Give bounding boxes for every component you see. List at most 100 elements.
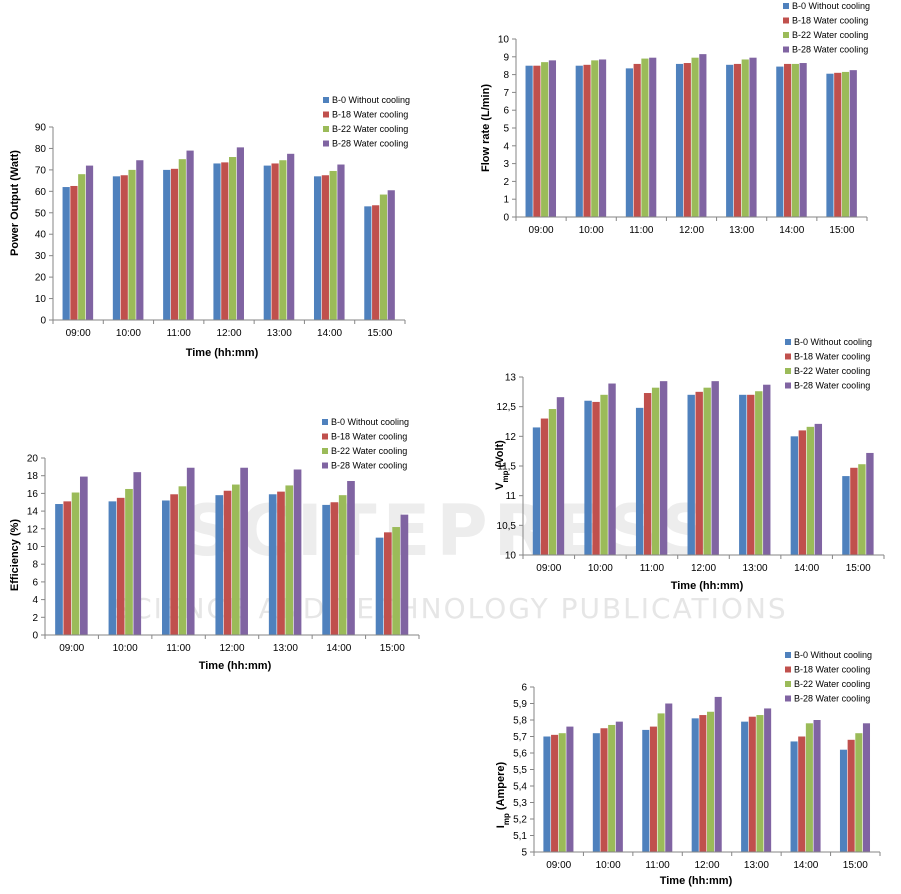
vmp-bar [842, 476, 850, 555]
flow-y-tick-label: 2 [503, 177, 509, 188]
flow-bar [749, 57, 757, 217]
vmp-bar [858, 464, 866, 555]
power-bar [136, 160, 144, 320]
flow-bar [641, 58, 649, 217]
imp-y-tick-label: 5,5 [513, 765, 527, 776]
flow-bar [776, 66, 784, 217]
efficiency-legend-swatch [322, 462, 328, 469]
power-y-tick-label: 80 [35, 144, 47, 155]
imp-y-axis-title: Imp (Ampere) [495, 761, 511, 828]
power-legend-swatch [323, 97, 329, 103]
efficiency-bar [392, 527, 400, 635]
power-bar [112, 176, 121, 320]
flow-y-tick-label: 10 [498, 35, 510, 46]
flow-bar [799, 63, 807, 217]
imp-x-tick-label: 13:00 [744, 860, 769, 871]
flow-x-tick-label: 10:00 [579, 225, 604, 236]
imp-legend-swatch [785, 695, 791, 702]
imp-bar [813, 720, 821, 852]
efficiency-y-tick-label: 14 [27, 507, 39, 518]
flow-bar [583, 64, 591, 217]
power-bar [70, 185, 78, 320]
efficiency-bar [223, 490, 232, 635]
efficiency-bar [116, 497, 125, 635]
flow-legend-swatch [783, 46, 789, 53]
vmp-legend-swatch [785, 353, 791, 360]
imp-bar [649, 726, 657, 852]
efficiency-legend-swatch [322, 448, 328, 454]
vmp-y-tick-label: 10,5 [497, 521, 517, 532]
flow-legend-swatch [783, 17, 789, 24]
power-bar [128, 169, 136, 320]
flow-bar [533, 65, 541, 217]
efficiency-bar [108, 501, 117, 635]
flow-bar [791, 63, 799, 217]
imp-y-tick-label: 6 [521, 683, 527, 694]
vmp-bar [659, 381, 668, 555]
efficiency-x-tick-label: 12:00 [219, 643, 244, 654]
efficiency-bar [186, 467, 195, 635]
efficiency-x-tick-label: 10:00 [113, 643, 138, 654]
flow-legend-label: B-0 Without cooling [792, 1, 870, 11]
vmp-x-tick-label: 14:00 [794, 563, 819, 574]
vmp-bar [643, 393, 652, 555]
imp-bar [764, 708, 772, 852]
vmp-bar [687, 394, 695, 555]
power-bar [85, 165, 94, 320]
imp-y-tick-label: 5 [521, 848, 527, 859]
flow-x-tick-label: 09:00 [529, 225, 554, 236]
efficiency-x-tick-label: 13:00 [273, 643, 298, 654]
efficiency-y-tick-label: 16 [27, 489, 39, 500]
efficiency-x-tick-label: 09:00 [59, 643, 84, 654]
imp-y-axis-symbol: I [495, 825, 507, 828]
power-bar [163, 169, 171, 320]
vmp-bar [747, 394, 755, 555]
efficiency-bar [125, 488, 133, 635]
power-bar [379, 194, 388, 320]
efficiency-bar [293, 469, 302, 635]
imp-bar [600, 728, 608, 852]
flow-bar [849, 70, 857, 218]
imp-bar [847, 739, 855, 852]
flow-legend-label: B-18 Water cooling [792, 16, 868, 26]
flow-bar [675, 63, 684, 217]
efficiency-bar [55, 504, 63, 635]
efficiency-legend-label: B-28 Water cooling [331, 461, 407, 471]
imp-y-tick-label: 5,9 [513, 699, 527, 710]
imp-y-tick-label: 5,4 [513, 782, 527, 793]
efficiency-bar [232, 484, 240, 635]
efficiency-x-tick-label: 15:00 [380, 643, 405, 654]
imp-y-tick-label: 5,2 [513, 815, 527, 826]
flow-y-tick-label: 1 [503, 195, 509, 206]
imp-legend-label: B-28 Water cooling [794, 694, 870, 704]
power-y-tick-label: 30 [35, 251, 47, 262]
efficiency-bar [330, 502, 339, 635]
efficiency-bar [285, 485, 294, 635]
imp-bar [805, 723, 813, 852]
power-bar [263, 165, 271, 320]
efficiency-y-tick-label: 10 [27, 542, 39, 553]
imp-x-tick-label: 09:00 [546, 860, 571, 871]
flow-legend-label: B-22 Water cooling [792, 30, 868, 40]
efficiency-x-tick-label: 11:00 [166, 643, 191, 654]
power-bar [387, 190, 395, 320]
efficiency-bar [400, 514, 409, 635]
flow-x-tick-label: 12:00 [679, 225, 704, 236]
power-x-tick-label: 12:00 [216, 328, 241, 339]
efficiency-y-tick-label: 4 [32, 595, 38, 606]
flow-y-tick-label: 5 [503, 124, 509, 135]
efficiency-y-axis-title: Efficiency (%) [9, 519, 21, 591]
efficiency-legend-swatch [322, 433, 328, 440]
power-bar [62, 187, 70, 320]
efficiency-y-tick-label: 18 [27, 471, 39, 482]
power-x-tick-label: 11:00 [167, 328, 192, 339]
power-bar [178, 159, 186, 320]
efficiency-bar [71, 492, 80, 635]
imp-legend-label: B-0 Without cooling [794, 650, 872, 660]
imp-bar [566, 726, 574, 852]
imp-x-tick-label: 11:00 [645, 860, 670, 871]
imp-y-axis-subscript: mp [502, 813, 511, 825]
flow-y-tick-label: 4 [503, 141, 509, 152]
